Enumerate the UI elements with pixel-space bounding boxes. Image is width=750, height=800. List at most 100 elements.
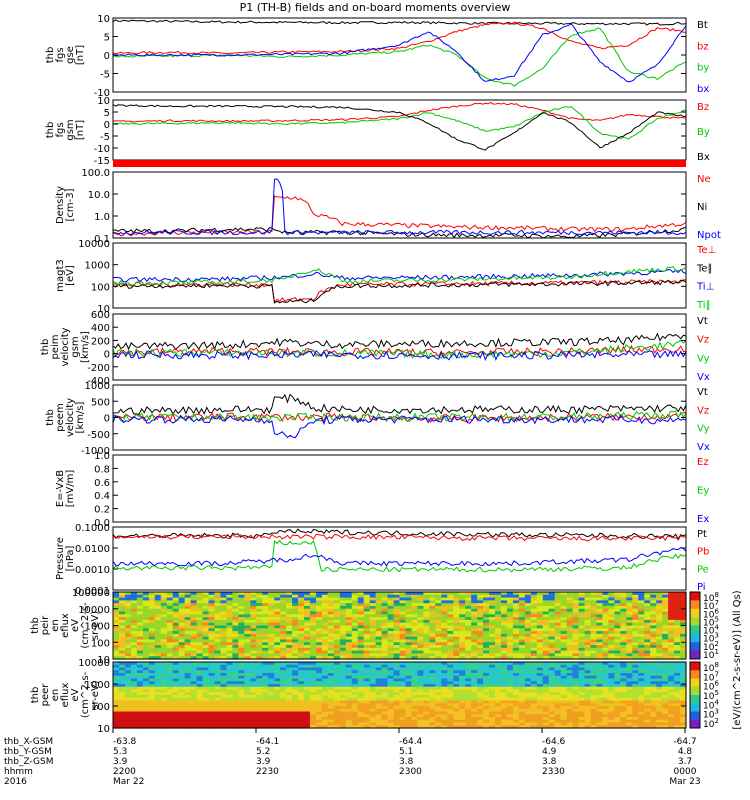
- spectrogram-cell: [542, 700, 550, 704]
- panel-frame: [112, 99, 687, 161]
- spectrogram-cell: [351, 689, 359, 693]
- spectrogram-cell: [208, 711, 216, 715]
- spectrogram-cell: [387, 692, 395, 696]
- spectrogram-cell: [286, 678, 293, 682]
- spectrogram-cell: [214, 695, 222, 699]
- spectrogram-cell: [512, 692, 520, 696]
- spectrogram-cell: [542, 675, 550, 680]
- spectrogram-cell: [357, 697, 365, 702]
- spectrogram-cell: [447, 670, 454, 674]
- spectrogram-cell: [304, 608, 311, 613]
- spectrogram-cell: [369, 592, 377, 596]
- spectrogram-cell: [351, 645, 359, 649]
- spectrogram-cell: [411, 722, 419, 726]
- spectrogram-cell: [160, 617, 168, 621]
- spectrogram-cell: [142, 695, 150, 699]
- spectrogram-cell: [441, 631, 448, 635]
- spectrogram-cell: [656, 639, 663, 643]
- y-tick-label: 0.1: [94, 234, 110, 245]
- spectrogram-cell: [608, 594, 615, 599]
- spectrogram-cell: [578, 689, 586, 693]
- spectrogram-cell: [506, 719, 514, 724]
- spectrogram-cell: [500, 597, 508, 601]
- spectrogram-cell: [202, 656, 210, 660]
- spectrogram-cell: [345, 647, 353, 652]
- spectrogram-cell: [369, 662, 377, 666]
- spectrogram-cell: [208, 675, 216, 680]
- spectrogram-cell: [214, 656, 222, 660]
- spectrogram-cell: [572, 686, 580, 691]
- spectrogram-cell: [453, 645, 460, 649]
- spectrogram-cell: [626, 700, 633, 704]
- spectrogram-cell: [393, 675, 401, 680]
- spectrogram-cell: [327, 717, 335, 721]
- spectrogram-cell: [375, 675, 383, 680]
- spectrogram-cell: [560, 592, 568, 596]
- spectrogram-cell: [286, 700, 293, 704]
- spectrogram-cell: [632, 608, 639, 613]
- spectrogram-cell: [250, 656, 257, 660]
- spectrogram-cell: [208, 673, 216, 677]
- spectrogram-cell: [208, 717, 216, 721]
- spectrogram-cell: [435, 653, 442, 657]
- spectrogram-cell: [536, 605, 544, 610]
- spectrogram-cell: [286, 653, 293, 657]
- spectrogram-cell: [178, 633, 186, 638]
- spectrogram-cell: [668, 642, 675, 646]
- spectrogram-cell: [626, 597, 633, 601]
- spectrogram-cell: [506, 608, 514, 613]
- spectrogram-cell: [506, 708, 514, 713]
- spectrogram-cell: [489, 614, 496, 618]
- spectrogram-cell: [662, 708, 669, 713]
- spectrogram-cell: [489, 603, 496, 607]
- spectrogram-cell: [208, 625, 216, 629]
- spectrogram-cell: [351, 653, 359, 657]
- spectrogram-cell: [351, 625, 359, 629]
- spectrogram-cell: [638, 628, 645, 632]
- spectrogram-cell: [459, 614, 466, 618]
- spectrogram-cell: [136, 700, 144, 704]
- spectrogram-cell: [423, 703, 430, 707]
- spectrogram-cell: [244, 708, 251, 713]
- spectrogram-cell: [232, 622, 239, 627]
- spectrogram-cell: [518, 605, 526, 610]
- spectrogram-cell: [113, 722, 120, 726]
- spectrogram-cell: [560, 662, 568, 666]
- spectrogram-cell: [321, 642, 329, 646]
- spectrogram-cell: [232, 722, 239, 726]
- spectrogram-cell: [411, 717, 419, 721]
- spectrogram-cell: [566, 639, 574, 643]
- spectrogram-cell: [142, 717, 150, 721]
- spectrogram-cell: [417, 697, 424, 702]
- spectrogram-cell: [596, 664, 604, 669]
- spectrogram-cell: [608, 605, 615, 610]
- spectrogram-cell: [495, 617, 502, 621]
- spectrogram-cell: [608, 653, 615, 657]
- spectrogram-cell: [321, 717, 329, 721]
- y-tick-label: 10000: [78, 605, 110, 616]
- spectrogram-cell: [566, 695, 574, 699]
- spectrogram-cell: [232, 608, 239, 613]
- spectrogram-cell: [172, 667, 180, 671]
- spectrogram-cell: [172, 708, 180, 713]
- spectrogram-cell: [124, 647, 132, 652]
- spectrogram-cell: [292, 678, 299, 682]
- spectrogram-cell: [656, 633, 663, 638]
- spectrogram-cell: [638, 695, 645, 699]
- spectrogram-cell: [387, 717, 395, 721]
- spectrogram-cell: [483, 614, 490, 618]
- spectrogram-cell: [357, 714, 365, 718]
- spectrogram-cell: [208, 597, 216, 601]
- spectrogram-cell: [471, 631, 478, 635]
- spectrogram-cell: [268, 653, 275, 657]
- spectrogram-cell: [339, 664, 347, 669]
- spectrogram-cell: [274, 667, 281, 671]
- spectrogram-cell: [142, 653, 150, 657]
- spectrogram-cell: [226, 650, 233, 655]
- spectrogram-cell: [286, 656, 293, 660]
- spectrogram-cell: [441, 645, 448, 649]
- spectrogram-cell: [160, 692, 168, 696]
- spectrogram-cell: [471, 603, 478, 607]
- spectrogram-cell: [417, 725, 424, 729]
- spectrogram-cell: [495, 633, 502, 638]
